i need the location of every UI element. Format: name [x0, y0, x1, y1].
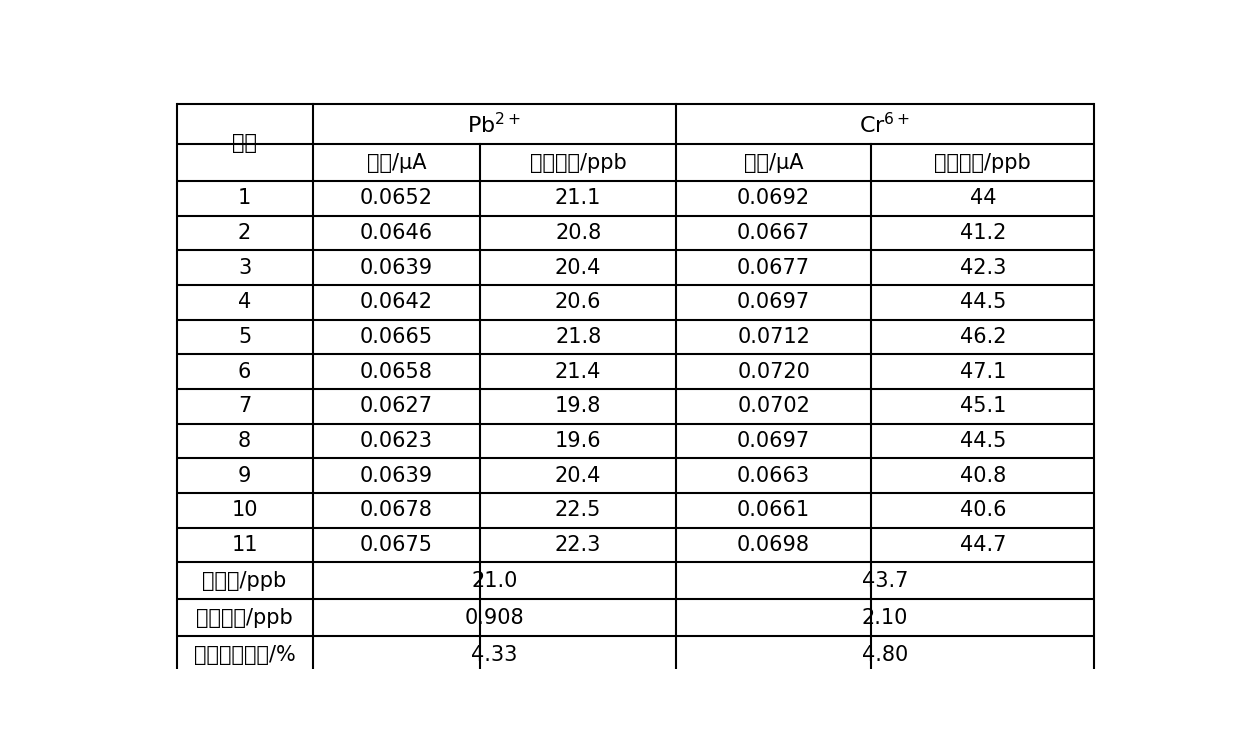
Text: 0.0677: 0.0677 [737, 258, 810, 277]
Text: 0.0698: 0.0698 [737, 535, 810, 555]
Text: 0.0661: 0.0661 [737, 500, 810, 520]
Text: 40.6: 40.6 [960, 500, 1006, 520]
Text: 40.8: 40.8 [960, 465, 1006, 486]
Text: 19.8: 19.8 [556, 396, 601, 417]
Text: 0.0702: 0.0702 [737, 396, 810, 417]
Text: 测定浓度/ppb: 测定浓度/ppb [529, 153, 626, 173]
Text: 0.0639: 0.0639 [360, 258, 433, 277]
Text: 0.0658: 0.0658 [360, 362, 433, 382]
Text: 44: 44 [970, 189, 996, 208]
Text: 4.33: 4.33 [471, 644, 517, 665]
Text: 44.7: 44.7 [960, 535, 1006, 555]
Text: 8: 8 [238, 431, 252, 451]
Text: 21.4: 21.4 [556, 362, 601, 382]
Text: 平均值/ppb: 平均值/ppb [202, 571, 286, 591]
Text: 6: 6 [238, 362, 252, 382]
Text: Pb$^{2+}$: Pb$^{2+}$ [467, 111, 521, 137]
Text: 0.0720: 0.0720 [737, 362, 810, 382]
Text: 0.0697: 0.0697 [737, 431, 810, 451]
Text: 47.1: 47.1 [960, 362, 1006, 382]
Text: 0.0639: 0.0639 [360, 465, 433, 486]
Text: 9: 9 [238, 465, 252, 486]
Text: 2.10: 2.10 [862, 608, 908, 628]
Text: 0.0697: 0.0697 [737, 293, 810, 312]
Text: 43.7: 43.7 [862, 571, 908, 591]
Text: 22.5: 22.5 [556, 500, 601, 520]
Text: 44.5: 44.5 [960, 293, 1006, 312]
Text: 2: 2 [238, 223, 252, 243]
Text: 20.6: 20.6 [556, 293, 601, 312]
Text: 5: 5 [238, 327, 252, 347]
Text: 标准偏差/ppb: 标准偏差/ppb [196, 608, 293, 628]
Text: 0.0678: 0.0678 [360, 500, 433, 520]
Text: 0.0667: 0.0667 [737, 223, 810, 243]
Text: 21.0: 21.0 [471, 571, 517, 591]
Text: 0.0675: 0.0675 [360, 535, 433, 555]
Text: 相对标准偏差/%: 相对标准偏差/% [193, 644, 295, 665]
Text: 20.4: 20.4 [556, 258, 601, 277]
Text: 11: 11 [232, 535, 258, 555]
Text: 0.0627: 0.0627 [360, 396, 433, 417]
Text: 0.0663: 0.0663 [737, 465, 810, 486]
Text: 0.908: 0.908 [464, 608, 525, 628]
Text: 45.1: 45.1 [960, 396, 1006, 417]
Text: 44.5: 44.5 [960, 431, 1006, 451]
Text: 20.4: 20.4 [556, 465, 601, 486]
Text: 10: 10 [232, 500, 258, 520]
Text: 0.0692: 0.0692 [737, 189, 810, 208]
Text: 42.3: 42.3 [960, 258, 1006, 277]
Text: 3: 3 [238, 258, 252, 277]
Text: 4: 4 [238, 293, 252, 312]
Text: 0.0652: 0.0652 [360, 189, 433, 208]
Text: 电流/μA: 电流/μA [367, 153, 427, 173]
Text: Cr$^{6+}$: Cr$^{6+}$ [859, 111, 910, 137]
Text: 19.6: 19.6 [554, 431, 601, 451]
Text: 7: 7 [238, 396, 252, 417]
Text: 4.80: 4.80 [862, 644, 908, 665]
Text: 1: 1 [238, 189, 252, 208]
Text: 电流/μA: 电流/μA [744, 153, 804, 173]
Text: 0.0712: 0.0712 [737, 327, 810, 347]
Text: 编号: 编号 [232, 132, 257, 153]
Text: 0.0646: 0.0646 [360, 223, 433, 243]
Text: 46.2: 46.2 [960, 327, 1006, 347]
Text: 22.3: 22.3 [556, 535, 601, 555]
Text: 测定浓度/ppb: 测定浓度/ppb [935, 153, 1032, 173]
Text: 0.0623: 0.0623 [360, 431, 433, 451]
Text: 21.1: 21.1 [556, 189, 601, 208]
Text: 0.0665: 0.0665 [360, 327, 433, 347]
Text: 21.8: 21.8 [556, 327, 601, 347]
Text: 0.0642: 0.0642 [360, 293, 433, 312]
Text: 41.2: 41.2 [960, 223, 1006, 243]
Text: 20.8: 20.8 [556, 223, 601, 243]
